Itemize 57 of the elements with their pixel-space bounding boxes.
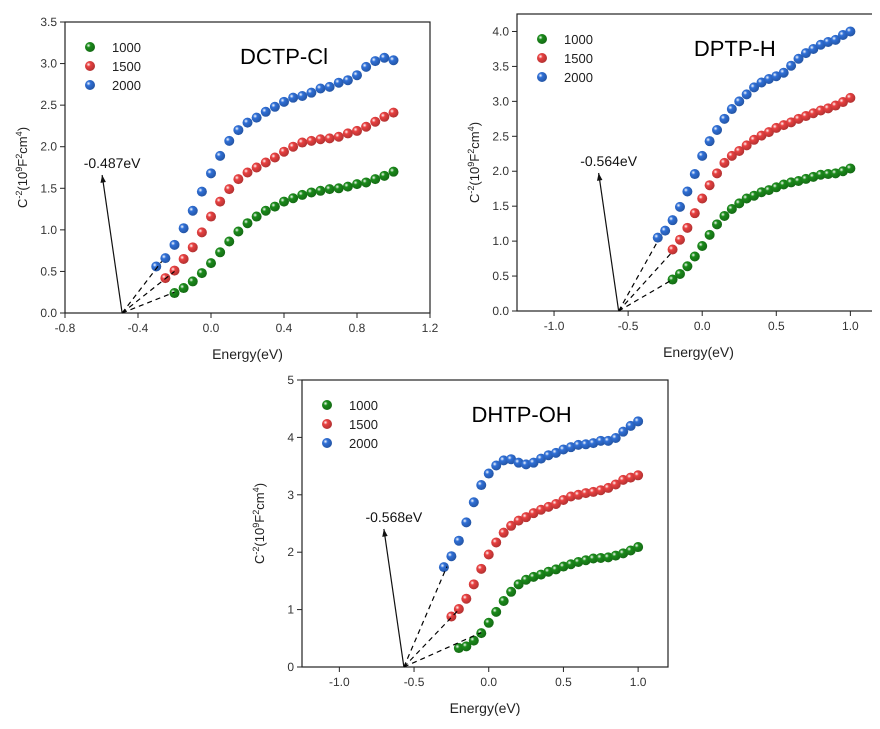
legend-label: 1000	[349, 398, 378, 413]
legend-label: 1500	[349, 417, 378, 432]
x-tick-label: 0.0	[694, 319, 711, 333]
y-tick-label: 1.5	[492, 199, 510, 214]
y-tick-label: 3.0	[40, 56, 58, 71]
y-tick-label: 3.5	[40, 15, 58, 29]
annotation: -0.564eV	[580, 153, 638, 169]
y-tick-label: 0.5	[40, 264, 58, 278]
legend-label: 1500	[564, 51, 593, 66]
x-axis-title: Energy(eV)	[212, 346, 283, 362]
x-tick-label: -1.0	[329, 675, 350, 689]
y-tick-label: 1.5	[40, 181, 58, 196]
y-tick-label: 2.5	[40, 98, 58, 112]
y-tick-label: 3	[287, 488, 294, 502]
y-tick-label: 0.0	[40, 306, 58, 320]
y-tick-label: 0.5	[492, 269, 510, 284]
x-tick-label: -0.8	[54, 321, 76, 335]
text: DHTP-OH	[471, 402, 572, 427]
legend-label: 1500	[112, 59, 141, 74]
y-tick-label: 5	[287, 373, 294, 387]
x-tick-label: 0.0	[480, 675, 498, 689]
y-tick-label: 4	[287, 430, 294, 444]
y-tick-label: 3.0	[492, 94, 510, 108]
x-tick-label: 0.5	[768, 319, 785, 333]
x-tick-label: -0.5	[618, 319, 639, 333]
text: DCTP-Cl	[240, 44, 328, 69]
y-tick-label: 3.5	[492, 59, 510, 74]
x-tick-label: 1.0	[842, 319, 860, 333]
x-axis-title: Energy(eV)	[663, 344, 734, 360]
x-tick-label: -0.5	[404, 675, 425, 689]
y-tick-label: 2	[287, 545, 294, 560]
y-tick-label: 2.0	[40, 140, 58, 154]
y-tick-label: 2.0	[492, 164, 510, 178]
x-tick-label: 0.5	[555, 675, 572, 689]
y-tick-label: 2.5	[492, 129, 510, 144]
annotation: -0.487eV	[84, 155, 142, 171]
legend-label: 2000	[112, 78, 141, 93]
text: DPTP-H	[694, 36, 776, 61]
x-tick-label: 1.0	[630, 675, 647, 689]
x-tick-label: 1.2	[422, 321, 439, 335]
y-tick-label: 1.0	[492, 234, 510, 248]
y-tick-label: 1	[287, 602, 294, 617]
x-tick-label: 0.4	[276, 321, 293, 335]
x-tick-label: 0.0	[202, 321, 220, 335]
x-tick-label: -0.4	[128, 321, 149, 335]
legend-label: 1000	[564, 32, 593, 47]
annotation: -0.568eV	[365, 509, 423, 525]
y-tick-label: 0.0	[492, 304, 510, 318]
y-tick-label: 4.0	[492, 24, 510, 38]
x-tick-label: -1.0	[544, 319, 565, 333]
x-axis-title: Energy(eV)	[450, 700, 520, 716]
legend-label: 2000	[349, 436, 378, 451]
x-tick-label: 0.8	[348, 321, 366, 335]
legend-label: 1000	[112, 40, 141, 55]
y-tick-label: 0	[287, 660, 294, 674]
legend-label: 2000	[564, 70, 593, 85]
y-tick-label: 1.0	[40, 222, 58, 237]
